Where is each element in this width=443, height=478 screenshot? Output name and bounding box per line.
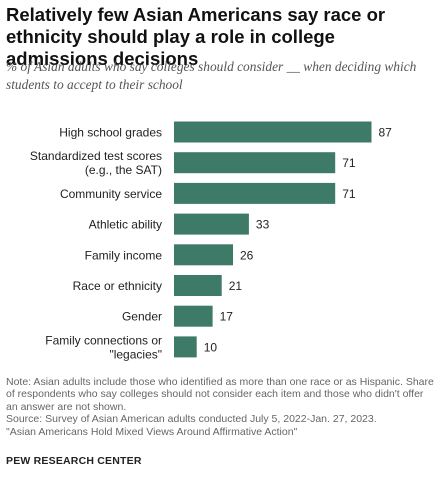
- category-label-line: Family income: [85, 248, 163, 262]
- value-label: 71: [342, 187, 356, 201]
- bar: [174, 336, 197, 358]
- category-label: Gender: [122, 310, 162, 324]
- category-label: Race or ethnicity: [73, 279, 162, 293]
- category-label: Community service: [60, 187, 162, 201]
- category-label-line: Race or ethnicity: [73, 279, 162, 293]
- value-label: 17: [220, 310, 234, 324]
- value-label: 87: [379, 126, 393, 140]
- chart-subtitle: % of Asian adults who say colleges shoul…: [6, 59, 417, 92]
- note-line: Note: Asian adults include those who ide…: [6, 376, 434, 388]
- bar: [174, 213, 249, 235]
- value-label: 21: [229, 279, 243, 293]
- bar-chart: 87 High school grades 71 Standardized test …: [30, 121, 393, 361]
- category-label: Standardized test scores (e.g., the SAT): [30, 149, 162, 177]
- value-label: 71: [342, 156, 356, 170]
- category-label-line: Gender: [122, 310, 162, 324]
- bar: [174, 244, 233, 266]
- category-label-line: Community service: [60, 187, 162, 201]
- value-label: 26: [240, 248, 254, 262]
- source-line: Source: Survey of Asian American adults …: [6, 413, 377, 426]
- chart-note: Note: Asian adults include those who ide…: [6, 376, 438, 438]
- bar: [174, 121, 372, 143]
- chart-title: Relatively few Asian Americans say race …: [6, 4, 386, 69]
- note-line: of respondents who say colleges should n…: [6, 388, 424, 401]
- value-label: 33: [256, 218, 270, 232]
- category-label-line: "legacies": [109, 347, 162, 361]
- category-label: Family income: [85, 248, 163, 262]
- category-label-line: Athletic ability: [89, 218, 162, 232]
- bar: [174, 275, 222, 296]
- bar: [174, 152, 336, 174]
- category-label: Family connections or "legacies": [45, 333, 162, 361]
- category-label: High school grades: [59, 126, 162, 140]
- brand-logo-text: PEW RESEARCH CENTER: [6, 455, 142, 467]
- category-label: Athletic ability: [89, 218, 162, 232]
- note-line: an answer are not shown.: [6, 400, 127, 413]
- bar: [174, 305, 213, 327]
- category-label-line: High school grades: [59, 126, 162, 140]
- category-label-line: Standardized test scores: [30, 149, 162, 163]
- category-label-line: Family connections or: [45, 333, 162, 347]
- bar: [174, 182, 336, 204]
- report-title-line: "Asian Americans Hold Mixed Views Around…: [6, 425, 298, 438]
- value-label: 10: [204, 340, 218, 354]
- category-label-line: (e.g., the SAT): [85, 163, 162, 177]
